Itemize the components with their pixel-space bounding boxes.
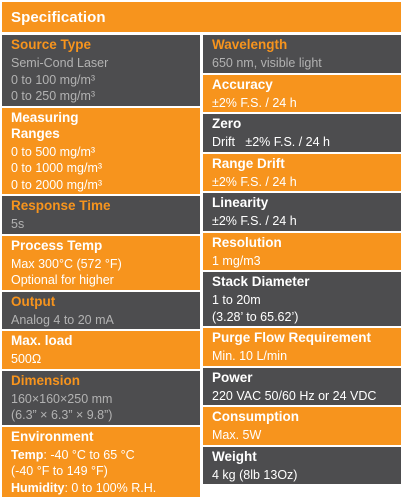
spec-title: Dimension — [2, 370, 200, 390]
spec-wavelength: Wavelength 650 nm, visible light — [203, 35, 401, 73]
spec-environment: Environment Temp: -40 °C to 65 °C (-40 °… — [2, 426, 200, 497]
spec-value: Drift ±2% F.S. / 24 h — [203, 133, 401, 152]
spec-value: 0 to 500 mg/m³ — [2, 142, 200, 161]
spec-title: Power — [203, 367, 401, 387]
spec-value: (6.3” × 6.3” × 9.8”) — [2, 408, 200, 425]
specification-header: Specification — [2, 2, 401, 32]
spec-value: ±2% F.S. / 24 h — [203, 172, 401, 191]
spec-title: Response Time — [2, 196, 200, 215]
spec-max-load: Max. load 500Ω — [2, 331, 200, 369]
right-column: Wavelength 650 nm, visible light Accurac… — [203, 35, 401, 486]
spec-process-temp: Process Temp Max 300°C (572 °F) Optional… — [2, 235, 200, 290]
spec-value: Max 300°C (572 °F) — [2, 254, 200, 273]
spec-title: Ranges — [2, 125, 200, 143]
spec-zero: Zero Drift ±2% F.S. / 24 h — [203, 114, 401, 152]
spec-value: 1 mg/m3 — [203, 251, 401, 270]
spec-dimension: Dimension 160×160×250 mm (6.3” × 6.3” × … — [2, 370, 200, 425]
spec-value: 5s — [2, 215, 200, 234]
spec-value-temp: Temp: -40 °C to 65 °C — [2, 445, 200, 464]
left-column: Source Type Semi-Cond Laser 0 to 100 mg/… — [2, 35, 200, 499]
spec-weight: Weight 4 kg (8lb 13Oz) — [203, 446, 401, 484]
spec-title: Weight — [203, 446, 401, 466]
spec-title: Linearity — [203, 193, 401, 212]
spec-output: Output Analog 4 to 20 mA — [2, 291, 200, 329]
spec-title: Source Type — [2, 35, 200, 54]
spec-value: ±2% F.S. / 24 h — [203, 212, 401, 231]
spec-stack-diameter: Stack Diameter 1 to 20m (3.28’ to 65.62’… — [203, 272, 401, 326]
spec-title: Measuring — [2, 107, 200, 126]
spec-title: Wavelength — [203, 35, 401, 54]
spec-value: Semi-Cond Laser — [2, 54, 200, 73]
spec-power: Power 220 VAC 50/60 Hz or 24 VDC — [203, 367, 401, 405]
spec-value: ±2% F.S. / 24 h — [203, 93, 401, 112]
spec-value: 0 to 1000 mg/m³ — [2, 161, 200, 178]
spec-value: Min. 10 L/min — [203, 347, 401, 366]
spec-value: 650 nm, visible light — [203, 54, 401, 73]
temp-value: : -40 °C to 65 °C — [43, 447, 135, 462]
spec-title: Process Temp — [2, 235, 200, 255]
spec-value: Optional for higher — [2, 273, 200, 290]
humidity-label: Humidity — [11, 480, 65, 495]
spec-source-type: Source Type Semi-Cond Laser 0 to 100 mg/… — [2, 35, 200, 106]
spec-consumption: Consumption Max. 5W — [203, 407, 401, 445]
spec-value: Analog 4 to 20 mA — [2, 310, 200, 329]
spec-title: Purge Flow Requirement — [203, 328, 401, 347]
spec-value: 0 to 2000 mg/m³ — [2, 177, 200, 194]
spec-value: 1 to 20m — [203, 291, 401, 310]
spec-title: Max. load — [2, 331, 200, 350]
spec-title: Range Drift — [203, 153, 401, 173]
spec-title: Output — [2, 291, 200, 311]
spec-value: 220 VAC 50/60 Hz or 24 VDC — [203, 386, 401, 405]
spec-purge-flow: Purge Flow Requirement Min. 10 L/min — [203, 328, 401, 366]
spec-value: (3.28’ to 65.62’) — [203, 309, 401, 326]
spec-title: Environment — [2, 426, 200, 446]
spec-value: 500Ω — [2, 350, 200, 369]
spec-response-time: Response Time 5s — [2, 196, 200, 234]
spec-value: 160×160×250 mm — [2, 389, 200, 408]
spec-title: Resolution — [203, 232, 401, 252]
spec-measuring-ranges: Measuring Ranges 0 to 500 mg/m³ 0 to 100… — [2, 107, 200, 194]
spec-title: Stack Diameter — [203, 272, 401, 291]
spec-value: (-40 °F to 149 °F) — [2, 464, 200, 481]
spec-value: 4 kg (8lb 13Oz) — [203, 465, 401, 484]
spec-title: Zero — [203, 114, 401, 133]
spec-range-drift: Range Drift ±2% F.S. / 24 h — [203, 153, 401, 191]
spec-value-humidity: Humidity: 0 to 100% R.H. — [2, 480, 200, 497]
spec-accuracy: Accuracy ±2% F.S. / 24 h — [203, 74, 401, 112]
spec-linearity: Linearity ±2% F.S. / 24 h — [203, 193, 401, 231]
humidity-value: : 0 to 100% R.H. — [64, 480, 157, 495]
spec-title: Accuracy — [203, 74, 401, 94]
temp-label: Temp — [11, 447, 44, 462]
spec-value: 0 to 100 mg/m³ — [2, 72, 200, 89]
spec-resolution: Resolution 1 mg/m3 — [203, 232, 401, 270]
spec-value: 0 to 250 mg/m³ — [2, 89, 200, 106]
spec-title: Consumption — [203, 407, 401, 426]
spec-value: Max. 5W — [203, 426, 401, 445]
